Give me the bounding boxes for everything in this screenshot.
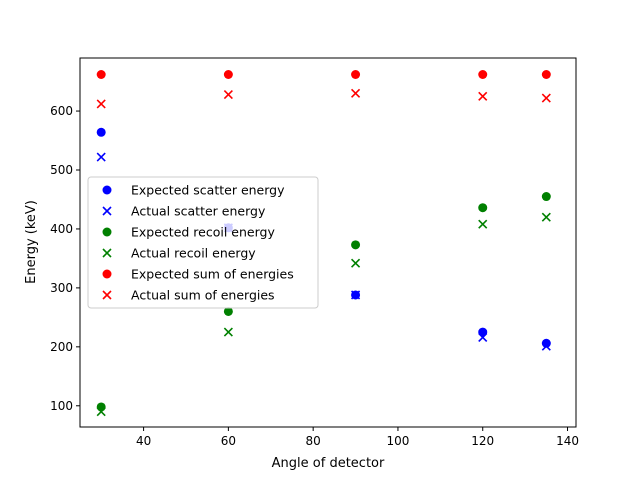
legend-label-2: Expected recoil energy [131, 225, 275, 240]
legend-marker-5 [102, 290, 112, 300]
legend-label-0: Expected scatter energy [131, 183, 285, 198]
data-point-s4-4 [541, 70, 551, 80]
x-tick-label: 80 [306, 434, 321, 448]
legend-marker-0 [102, 185, 112, 195]
legend-label-1: Actual scatter energy [131, 204, 266, 219]
legend: Expected scatter energy Actual scatter en… [87, 176, 319, 309]
y-tick-label: 500 [50, 163, 73, 177]
x-tick-label: 140 [556, 434, 579, 448]
data-point-s5-2 [350, 88, 361, 98]
data-point-s3-0 [96, 407, 106, 417]
data-point-s1-4 [541, 341, 551, 351]
data-point-s4-1 [223, 70, 233, 80]
data-point-s5-1 [223, 89, 233, 100]
data-point-s3-1 [223, 327, 233, 337]
data-point-s2-2 [351, 240, 361, 250]
data-point-s3-3 [478, 219, 488, 229]
legend-marker-3 [102, 248, 112, 258]
data-point-s1-3 [478, 332, 488, 342]
data-point-s2-4 [541, 192, 551, 202]
y-tick-label: 300 [50, 281, 73, 295]
data-point-s4-2 [351, 70, 361, 80]
x-tick-label: 60 [221, 434, 236, 448]
legend-label-3: Actual recoil energy [131, 246, 256, 261]
data-point-s0-0 [96, 127, 106, 137]
data-point-s2-3 [478, 203, 488, 213]
data-point-s5-4 [541, 93, 551, 103]
data-point-s0-4 [541, 338, 551, 348]
legend-label-4: Expected sum of energies [131, 267, 294, 282]
data-point-s2-0 [96, 402, 106, 412]
data-point-s2-1 [223, 306, 233, 316]
x-axis-label: Angle of detector [272, 456, 385, 471]
legend-box [87, 176, 319, 309]
y-tick-label: 400 [50, 222, 73, 236]
data-point-s3-2 [350, 258, 361, 268]
y-tick-label: 600 [50, 104, 73, 118]
legend-marker-1 [102, 206, 112, 216]
x-tick-label: 40 [136, 434, 151, 448]
data-point-s1-0 [96, 152, 106, 162]
axes-frame [79, 57, 577, 428]
y-axis-ticks: 100 200 300 400 500 600 [50, 104, 80, 413]
data-markers [96, 70, 551, 417]
y-axis-label: Energy (keV) [24, 200, 39, 284]
data-point-s5-0 [96, 99, 106, 109]
y-tick-label: 200 [50, 340, 73, 354]
y-tick-label: 100 [50, 399, 73, 413]
data-point-s4-3 [478, 70, 488, 80]
data-point-s5-3 [478, 91, 488, 101]
axes-border [79, 57, 577, 428]
x-tick-label: 120 [471, 434, 494, 448]
data-point-s4-0 [96, 70, 106, 80]
x-axis-ticks: 40 60 80 100 120 140 [136, 427, 579, 448]
legend-marker-2 [102, 227, 112, 237]
legend-marker-4 [102, 269, 112, 279]
x-tick-label: 100 [386, 434, 409, 448]
data-point-s3-4 [541, 212, 551, 222]
data-point-s1-2 [350, 290, 361, 300]
legend-label-5: Actual sum of energies [131, 288, 275, 303]
